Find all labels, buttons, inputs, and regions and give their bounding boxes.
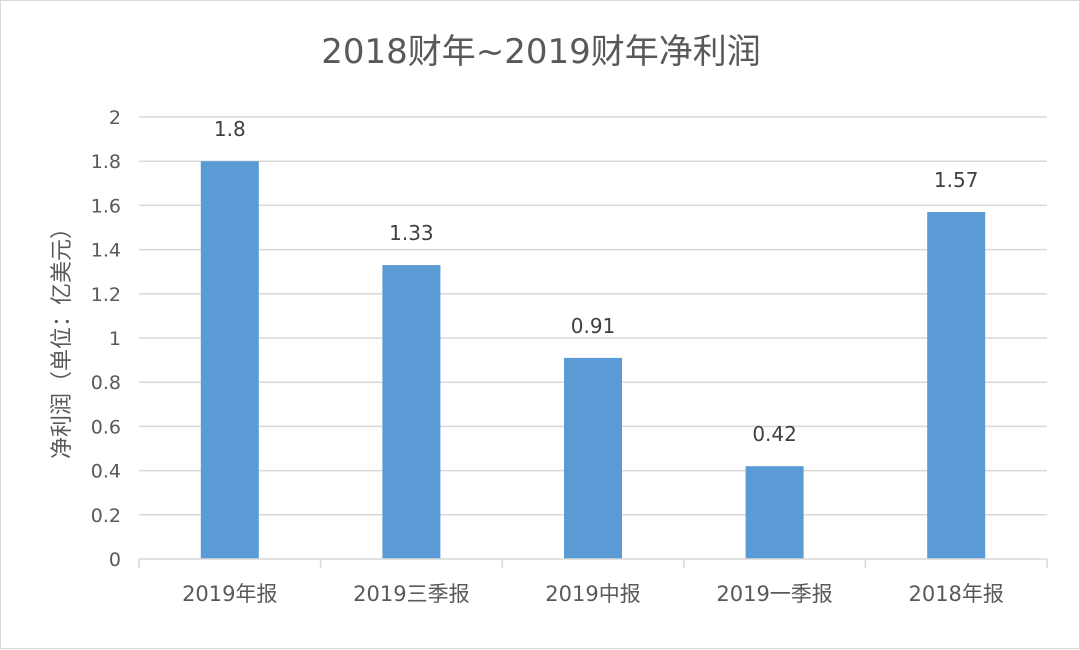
y-tick-label: 1: [109, 328, 121, 350]
bar: [927, 212, 986, 559]
data-label: 1.8: [214, 117, 246, 141]
y-tick-label: 0: [109, 549, 121, 571]
data-label: 0.42: [752, 422, 797, 446]
y-tick-label: 1.4: [91, 240, 121, 262]
data-label: 1.57: [934, 168, 979, 192]
y-tick-label: 1.8: [91, 151, 121, 173]
bar: [382, 265, 441, 559]
y-axis-label: 净利润（单位：亿美元）: [50, 217, 75, 459]
x-tick-label: 2019中报: [545, 582, 640, 606]
y-tick-label: 0.6: [91, 416, 121, 438]
data-label: 1.33: [389, 221, 434, 245]
bar: [564, 357, 622, 559]
x-axis: [138, 558, 1048, 568]
gridlines: [139, 116, 1047, 516]
x-tick-label: 2019年报: [182, 582, 277, 606]
y-tick-label: 0.8: [91, 372, 121, 394]
y-tick-label: 1.6: [91, 195, 121, 217]
y-tick-label: 0.2: [91, 505, 121, 527]
y-tick-label: 1.2: [91, 284, 121, 306]
x-tick-labels: 2019年报 2019三季报 2019中报 2019一季报 2018年报: [182, 582, 1004, 606]
data-label: 0.91: [571, 314, 616, 338]
bars: [200, 161, 986, 559]
y-tick-label: 0.4: [91, 461, 121, 483]
bar: [745, 466, 804, 559]
y-tick-labels: 0 0.2 0.4 0.6 0.8 1 1.2 1.4 1.6 1.8 2: [91, 107, 121, 571]
y-tick-label: 2: [109, 107, 121, 129]
x-tick-label: 2019三季报: [353, 582, 469, 606]
chart-title: 2018财年~2019财年净利润: [321, 32, 761, 72]
bar: [200, 161, 259, 559]
data-labels: 1.8 1.33 0.91 0.42 1.57: [214, 117, 979, 446]
x-tick-label: 2018年报: [908, 582, 1003, 606]
x-tick-label: 2019一季报: [716, 582, 832, 606]
